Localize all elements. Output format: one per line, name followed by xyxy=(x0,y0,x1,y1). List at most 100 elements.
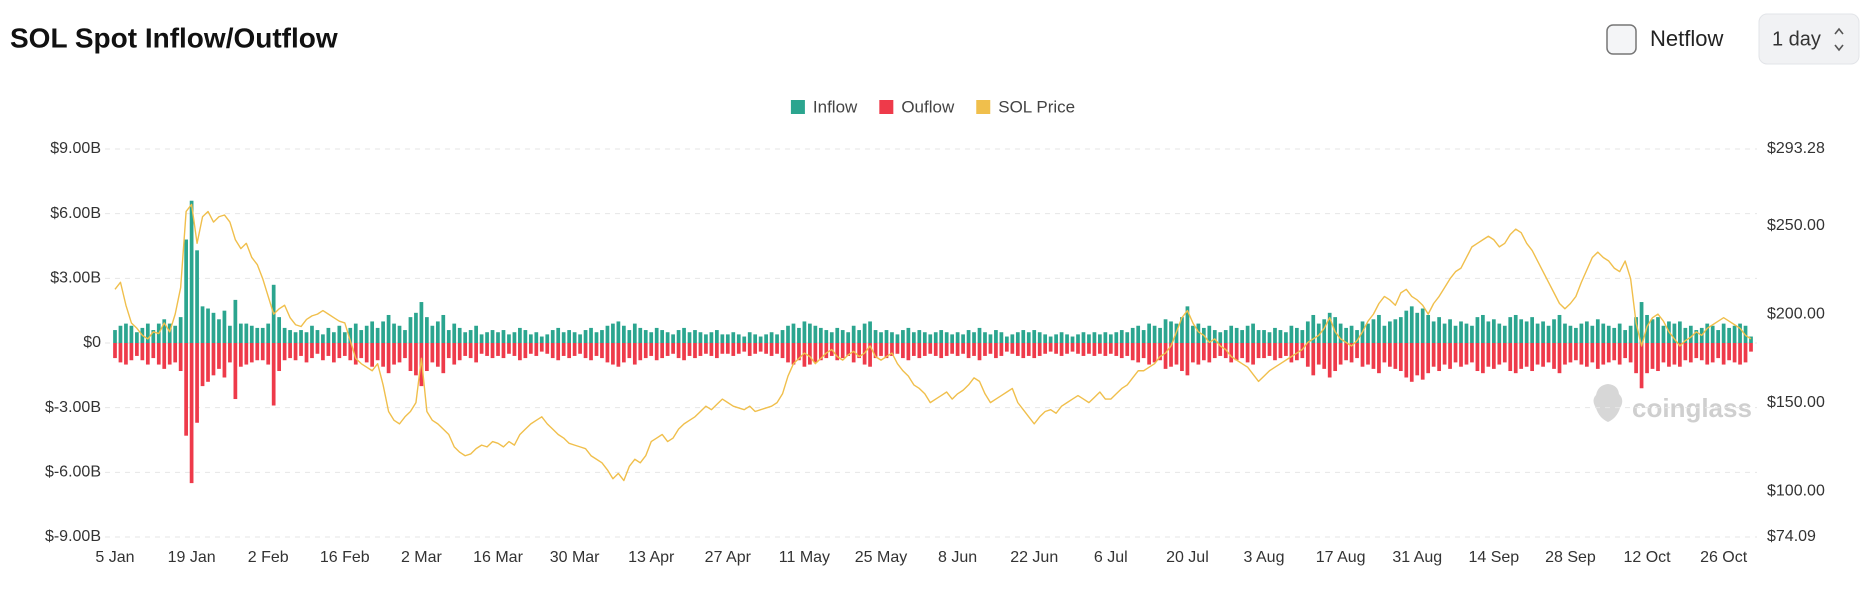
bar xyxy=(1694,330,1699,343)
bar xyxy=(474,325,478,343)
bar xyxy=(972,343,976,356)
bar xyxy=(944,343,949,356)
bar xyxy=(1535,323,1540,343)
bar xyxy=(1327,312,1332,343)
bar xyxy=(397,343,402,363)
bar xyxy=(638,327,643,343)
bar xyxy=(375,343,380,361)
bar xyxy=(1743,343,1748,363)
bar xyxy=(545,343,550,354)
netflow-checkbox[interactable] xyxy=(1606,24,1637,55)
bar xyxy=(1262,330,1266,343)
bar xyxy=(1092,332,1097,343)
bar xyxy=(1639,343,1644,389)
bar xyxy=(818,327,823,343)
bar xyxy=(375,327,380,343)
bar xyxy=(1393,319,1398,343)
bar xyxy=(1355,330,1359,343)
bar xyxy=(1634,317,1638,343)
bar xyxy=(895,343,900,354)
netflow-label[interactable]: Netflow xyxy=(1650,26,1723,51)
bar xyxy=(1087,334,1091,343)
bar xyxy=(299,343,303,356)
bar xyxy=(228,343,232,363)
bar xyxy=(939,330,944,343)
bar xyxy=(435,343,440,367)
bar xyxy=(578,343,582,354)
bar xyxy=(1103,332,1108,343)
bar xyxy=(200,343,205,387)
bar xyxy=(682,343,686,361)
bar xyxy=(512,332,517,343)
bar xyxy=(868,343,872,367)
bar xyxy=(1656,317,1660,343)
watermark-text: coinglass xyxy=(1632,393,1752,423)
bar xyxy=(184,239,188,343)
bar xyxy=(321,334,325,343)
bar xyxy=(632,343,637,365)
bar-series xyxy=(113,200,1753,343)
bar xyxy=(851,325,856,343)
bar xyxy=(999,332,1004,343)
bar xyxy=(370,343,375,367)
bar xyxy=(813,325,818,343)
bar xyxy=(1513,314,1518,343)
bar xyxy=(1705,343,1710,365)
bar xyxy=(561,343,566,356)
bar xyxy=(939,343,944,359)
bar xyxy=(452,343,457,365)
bar xyxy=(890,343,894,356)
price-line xyxy=(114,203,1752,482)
bar xyxy=(1606,325,1611,343)
bar xyxy=(835,343,840,361)
bar xyxy=(1284,343,1288,356)
bar xyxy=(567,330,572,343)
bar xyxy=(446,330,451,343)
bar xyxy=(1678,343,1682,367)
x-tick-label: 13 Apr xyxy=(628,549,675,566)
bar xyxy=(550,330,555,343)
bar xyxy=(1366,323,1370,343)
bar xyxy=(1130,343,1135,361)
bar xyxy=(337,325,342,343)
bar xyxy=(1530,343,1534,372)
bar xyxy=(1005,343,1009,352)
bar xyxy=(1398,343,1403,372)
bar xyxy=(288,330,292,343)
bar xyxy=(1721,343,1726,365)
bar xyxy=(1486,321,1491,343)
bar xyxy=(1464,323,1469,343)
bar xyxy=(414,343,418,376)
bar xyxy=(233,299,238,343)
bar xyxy=(1054,334,1058,343)
bar xyxy=(1453,343,1458,363)
interval-select[interactable] xyxy=(1758,13,1860,65)
bar xyxy=(1141,330,1146,343)
bar xyxy=(310,343,314,359)
bar xyxy=(118,325,123,343)
bar xyxy=(1710,343,1715,363)
y-tick-label: $3.00B xyxy=(50,270,101,287)
bar xyxy=(145,343,150,365)
legend: Inflow Ouflow SOL Price xyxy=(790,97,1075,116)
bar xyxy=(731,332,736,343)
bar xyxy=(1590,325,1595,343)
bar xyxy=(1623,330,1628,343)
bar xyxy=(342,343,347,356)
bar xyxy=(518,327,522,343)
bar xyxy=(518,343,522,361)
bar xyxy=(156,343,161,365)
bar xyxy=(627,330,632,343)
bar xyxy=(1245,343,1250,363)
bar xyxy=(1732,325,1737,343)
bar xyxy=(501,330,506,343)
bar xyxy=(1442,343,1447,365)
bar xyxy=(359,343,364,359)
bar xyxy=(1552,319,1556,343)
bar xyxy=(720,343,725,354)
bar xyxy=(244,323,249,343)
bar xyxy=(906,343,911,361)
interval-value[interactable]: 1 day xyxy=(1772,28,1821,50)
bar xyxy=(173,325,178,343)
bar xyxy=(501,343,506,359)
